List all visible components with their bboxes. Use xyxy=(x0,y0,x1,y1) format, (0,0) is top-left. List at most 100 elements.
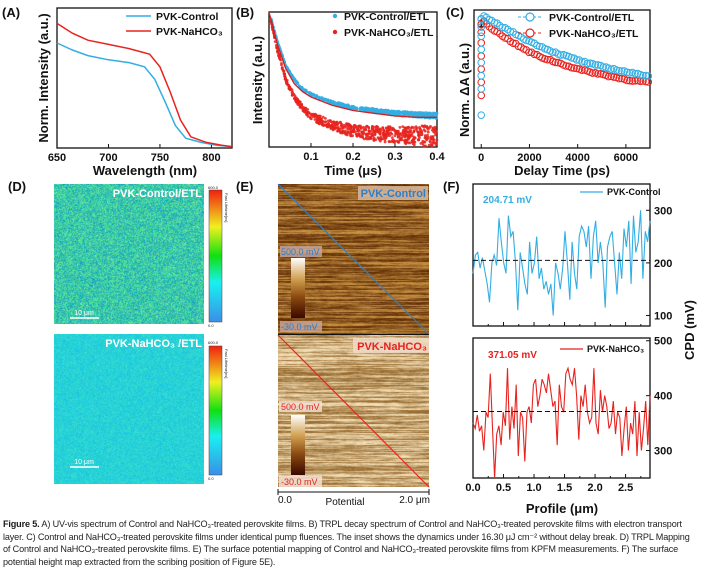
chart-b-point xyxy=(368,107,371,111)
chart-f-ylabel: CPD (mV) xyxy=(682,300,697,360)
chart-c-point xyxy=(604,72,613,81)
chart-b-point xyxy=(312,93,316,96)
chart-b-point xyxy=(391,136,394,140)
chart-b-point xyxy=(401,125,405,128)
chart-b-point xyxy=(340,124,343,127)
chart-b-point xyxy=(307,111,311,115)
label-box xyxy=(353,338,429,353)
chart-b-point xyxy=(418,127,422,131)
chart-b-point xyxy=(371,125,374,128)
chart-b-point xyxy=(339,126,343,130)
chart-b-point xyxy=(424,125,428,128)
chart-b-point xyxy=(357,132,361,136)
chart-b-point xyxy=(414,125,418,129)
legend-label: PVK-NaHCO₃/ETL xyxy=(344,27,434,39)
chart-b-point xyxy=(320,120,324,123)
chart-b-point xyxy=(403,126,407,130)
chart-a-series-1 xyxy=(56,22,233,148)
chart-b-point xyxy=(384,132,387,136)
chart-b-point xyxy=(297,84,301,88)
chart-b-point xyxy=(412,140,416,143)
chart-b-point xyxy=(409,128,412,132)
chart-b-point xyxy=(372,139,376,142)
chart-b-point xyxy=(408,135,412,139)
chart-b-point xyxy=(283,72,286,76)
chart-c-point xyxy=(477,78,486,87)
panel-c-letter: (C) xyxy=(446,5,464,20)
figure-panels: (A) (B) (C) (D) (E) (F) PVK-Control/ETL … xyxy=(2,5,697,516)
chart-b-point xyxy=(339,104,343,107)
chart-b-point xyxy=(331,126,335,130)
chart-c-point xyxy=(477,58,486,67)
chart-b-point xyxy=(379,135,383,139)
chart-b-point xyxy=(287,87,291,90)
chart-b-point xyxy=(375,130,379,134)
xtick-label: 0.0 xyxy=(465,482,480,494)
colorbar-min: -30.0 mV xyxy=(281,477,318,487)
chart-c-point xyxy=(599,63,608,71)
chart-b-point xyxy=(326,125,329,128)
chart-b-point xyxy=(280,62,283,65)
chart-b-point xyxy=(430,143,433,147)
chart-b-point xyxy=(295,100,299,104)
chart-b-point xyxy=(431,111,435,115)
label-box xyxy=(279,476,322,487)
chart-c-point xyxy=(628,77,637,85)
chart-c-point xyxy=(477,111,486,119)
chart-b-point xyxy=(369,135,373,139)
chart-c-point xyxy=(549,48,557,57)
legend-label: PVK-Control xyxy=(156,11,218,23)
label-box xyxy=(279,401,322,412)
chart-b-point xyxy=(345,122,348,126)
chart-b-point xyxy=(302,108,306,112)
mean-annotation: 204.71 mV xyxy=(483,195,532,206)
chart-b-point xyxy=(338,129,341,132)
chart-b-point xyxy=(391,140,395,144)
chart-b-point xyxy=(388,134,392,138)
chart-b-point xyxy=(348,127,352,131)
chart-b-point xyxy=(372,136,376,140)
panel-d-letter: (D) xyxy=(8,179,26,194)
chart-b-point xyxy=(367,126,371,130)
chart-c-point xyxy=(496,29,504,38)
chart-a-xtick-label: 650 xyxy=(48,152,66,164)
chart-b-point xyxy=(414,111,417,114)
chart-b-point xyxy=(317,114,321,118)
colorbar-max: 500.0 mV xyxy=(281,247,320,257)
caption-label: Figure 5. xyxy=(3,519,40,529)
chart-b-point xyxy=(401,113,405,117)
chart-b-xtick-label: 0.1 xyxy=(303,151,318,163)
chart-b-point xyxy=(291,77,295,80)
legend-label: PVK-Control xyxy=(607,187,661,197)
xtick-label: 1.0 xyxy=(526,482,541,494)
chart-b-point xyxy=(383,140,387,144)
chart-b-point xyxy=(278,57,282,61)
colorbar xyxy=(208,189,223,323)
mean-annotation: 371.05 mV xyxy=(488,350,537,361)
chart-b-point xyxy=(435,138,439,142)
chart-b-point xyxy=(316,117,319,120)
chart-c-point xyxy=(583,59,592,68)
chart-b-point xyxy=(416,131,420,135)
chart-c-point xyxy=(477,28,486,37)
chart-b-point xyxy=(358,107,362,111)
colorbar xyxy=(291,258,305,318)
chart-b-xlabel: Time (μs) xyxy=(324,163,382,178)
chart-b-point xyxy=(298,101,301,104)
chart-b-point xyxy=(392,128,395,132)
chart-b-point xyxy=(429,114,433,118)
chart-b-point xyxy=(417,111,421,115)
map-d-bottom-label: PVK-NaHCO₃ /ETL xyxy=(105,338,202,350)
chart-b-point xyxy=(364,133,368,136)
chart-c-point xyxy=(631,70,639,78)
scale-bar-label: 10 μm xyxy=(74,310,94,317)
chart-b-point xyxy=(318,95,321,99)
chart-b-point xyxy=(384,108,388,112)
chart-b-point xyxy=(375,125,378,129)
chart-b-point xyxy=(395,129,399,133)
chart-b-point xyxy=(407,127,410,130)
chart-b-point xyxy=(362,108,365,112)
chart-b-point xyxy=(361,135,364,139)
chart-c-point xyxy=(477,52,486,60)
chart-b-point xyxy=(432,140,435,144)
